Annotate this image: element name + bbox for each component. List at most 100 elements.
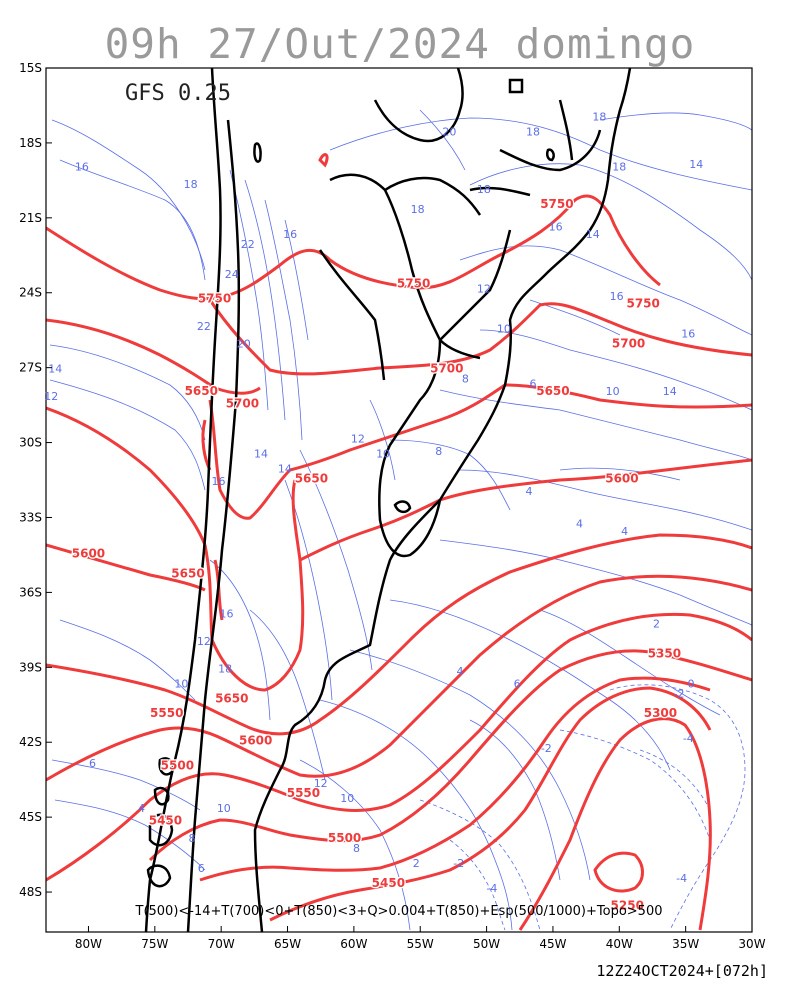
temperature-contour-label: 8: [353, 842, 360, 855]
lat-label: 39S: [19, 660, 42, 674]
temperature-contour-label: 12: [314, 777, 328, 790]
temperature-contour-label: 24: [225, 268, 239, 281]
map-title: 09h 27/Out/2024 domingo: [104, 20, 696, 68]
thickness-contour-label: 5500: [328, 831, 361, 845]
temperature-contour-label: 12: [197, 635, 211, 648]
lon-label: 55W: [407, 937, 434, 951]
temperature-contour-label: 6: [530, 378, 537, 391]
temperature-contour-label: 22: [197, 320, 211, 333]
lat-label: 30S: [19, 436, 42, 450]
lon-label: 40W: [606, 937, 633, 951]
temperature-contour-label: -4: [683, 732, 694, 745]
lon-label: 65W: [274, 937, 301, 951]
temperature-contour-label: -4: [486, 882, 497, 895]
thickness-contour-label: 5750: [397, 277, 430, 291]
temperature-contour-label: 18: [477, 183, 491, 196]
temperature-contour-label: -4: [676, 872, 687, 885]
temperature-contour-label: 18: [592, 110, 606, 123]
temperature-contour-label: 22: [241, 238, 255, 251]
temperature-contour-label: 16: [549, 220, 563, 233]
temperature-contour-label: 16: [610, 290, 624, 303]
lat-label: 33S: [19, 510, 42, 524]
temperature-contour-label: 18: [218, 662, 232, 675]
thickness-contour-label: 5700: [430, 362, 463, 376]
temperature-contour-label: 8: [435, 445, 442, 458]
thickness-contour-label: 5600: [605, 472, 638, 486]
thickness-contour-label: 5350: [648, 646, 681, 660]
temperature-contour-label: 4: [457, 665, 464, 678]
lon-label: 80W: [75, 937, 102, 951]
lon-label: 60W: [340, 937, 367, 951]
temperature-contour-label: 6: [514, 677, 521, 690]
temperature-contour-label: 12: [44, 390, 58, 403]
lon-label: 50W: [473, 937, 500, 951]
thickness-contour-label: 5700: [612, 337, 645, 351]
model-label: GFS 0.25: [125, 81, 231, 106]
temperature-contour-label: 18: [526, 125, 540, 138]
thickness-contour-label: 5450: [149, 814, 182, 828]
temperature-contour-label: 14: [254, 448, 268, 461]
temperature-contour-label: 14: [586, 228, 600, 241]
temperature-contour-label: 16: [681, 328, 695, 341]
temperature-contour-label: 18: [184, 178, 198, 191]
thickness-contour-label: 5250: [611, 899, 644, 913]
temperature-contour-label: 10: [376, 448, 390, 461]
lat-label: 21S: [19, 211, 42, 225]
thickness-contour-label: 5600: [239, 734, 272, 748]
thickness-contour-label: 5450: [372, 876, 405, 890]
lat-label: 27S: [19, 361, 42, 375]
lon-label: 45W: [539, 937, 566, 951]
thickness-contour-label: 5550: [287, 786, 320, 800]
lat-label: 48S: [19, 885, 42, 899]
temperature-contour-label: 8: [462, 373, 469, 386]
temperature-contour-label: -2: [453, 857, 464, 870]
temperature-contour-label: 18: [411, 203, 425, 216]
temperature-contour-label: 10: [174, 677, 188, 690]
thickness-contour-label: 5700: [226, 397, 259, 411]
temperature-contour-label: 20: [442, 125, 456, 138]
temperature-contour-label: 14: [689, 158, 703, 171]
lon-label: 35W: [672, 937, 699, 951]
thickness-contour-label: 5750: [198, 292, 231, 306]
thickness-contour-label: 5750: [626, 297, 659, 311]
temperature-contour-label: 6: [89, 757, 96, 770]
thickness-contour-label: 5650: [536, 384, 569, 398]
lat-label: 18S: [19, 136, 42, 150]
thickness-contour-label: 5550: [150, 706, 183, 720]
thickness-contours: [46, 153, 752, 931]
temperature-contour-label: 14: [663, 385, 677, 398]
run-info: 12Z24OCT2024+[072h]: [596, 962, 768, 980]
temperature-contour-label: 16: [283, 228, 297, 241]
thickness-contour-label: 5650: [185, 384, 218, 398]
lat-label: 15S: [19, 61, 42, 75]
thickness-contour-label: 5650: [171, 566, 204, 580]
temperature-contour-label: 4: [526, 485, 533, 498]
temperature-contour-label: 2: [653, 617, 660, 630]
temperature-contour-label: 16: [219, 607, 233, 620]
temperature-contour-label: -2: [541, 742, 552, 755]
thickness-contour-label: 5500: [161, 759, 194, 773]
temperature-contour-label: 6: [198, 862, 205, 875]
lat-label: 45S: [19, 810, 42, 824]
plot-frame: [45, 67, 753, 933]
temperature-contour-label: 4: [138, 802, 145, 815]
temperature-contour-label: 18: [612, 160, 626, 173]
temperature-contour-label: 14: [48, 363, 62, 376]
temperature-contour-label: 4: [576, 517, 583, 530]
temperature-contour-label: 12: [351, 433, 365, 446]
temperature-contour-label: 0: [687, 677, 694, 690]
temperature-contours: [49, 109, 752, 931]
temperature-contour-label: 16: [75, 160, 89, 173]
thickness-contour-label: 5300: [644, 706, 677, 720]
temperature-contour-label: 10: [217, 802, 231, 815]
temperature-contour-label: 10: [606, 385, 620, 398]
temperature-contour-label: 20: [237, 338, 251, 351]
country-borders: [144, 68, 632, 932]
lon-label: 70W: [208, 937, 235, 951]
temperature-contour-label: 14: [278, 463, 292, 476]
negative-temperature-contours: [419, 684, 746, 931]
thickness-contour-label: 5750: [540, 197, 573, 211]
lat-label: 36S: [19, 585, 42, 599]
temperature-contour-label: -2: [674, 687, 685, 700]
